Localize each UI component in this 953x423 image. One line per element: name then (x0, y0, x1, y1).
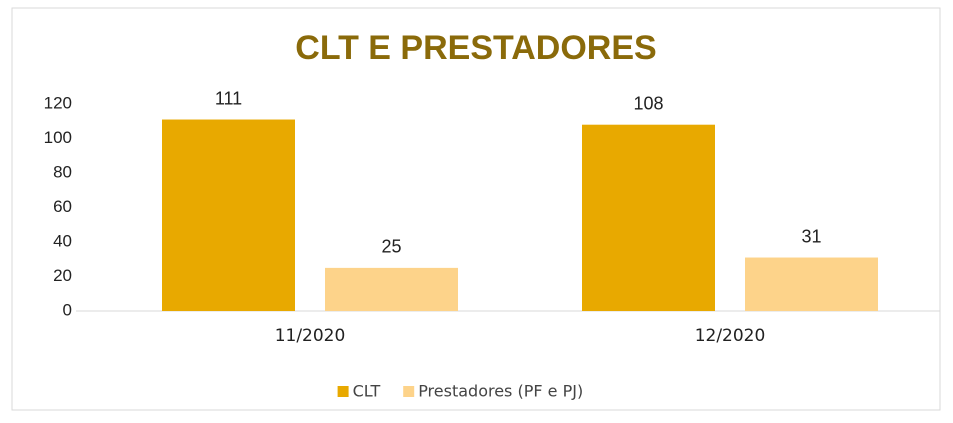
bar (582, 124, 715, 311)
y-tick-label: 60 (53, 197, 72, 216)
bar (325, 267, 458, 311)
bar (162, 119, 295, 312)
y-tick-label: 20 (53, 266, 72, 285)
chart-border (11, 7, 941, 411)
data-label: 25 (381, 237, 401, 257)
data-label: 31 (801, 226, 821, 246)
data-label: 108 (633, 93, 663, 113)
y-tick-label: 100 (44, 128, 72, 147)
legend-swatch (403, 386, 415, 397)
legend-label: Prestadores (PF e PJ) (418, 382, 583, 401)
legend-label: CLT (353, 382, 381, 401)
y-tick-label: 0 (63, 300, 72, 319)
x-tick-label: 11/2020 (275, 326, 346, 346)
legend-swatch (337, 386, 349, 397)
bar (745, 257, 878, 311)
y-tick-label: 120 (44, 93, 72, 112)
y-tick-label: 40 (53, 231, 72, 250)
x-tick-label: 12/2020 (695, 326, 766, 346)
data-label: 111 (215, 88, 242, 108)
chart-title: CLT E PRESTADORES (295, 29, 656, 67)
y-tick-label: 80 (53, 162, 72, 181)
